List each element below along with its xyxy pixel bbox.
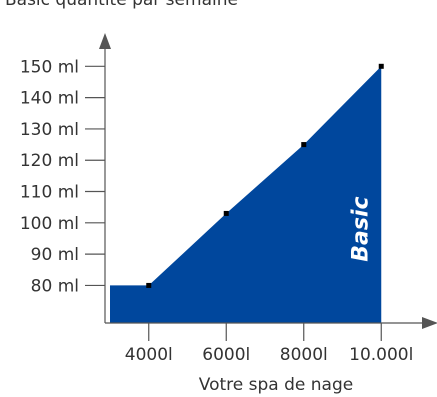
x-axis-label: Votre spa de nage — [199, 375, 353, 395]
data-point — [146, 282, 152, 288]
y-tick-label: 110 ml — [20, 183, 79, 203]
marker-layer — [146, 63, 384, 288]
y-tick-label: 80 ml — [31, 276, 79, 296]
text-layer: Basic 80 ml 90 ml 100 ml 110 ml 120 ml 130 ml 1… — [5, 0, 413, 395]
chart-title: Basic quantité par semaine — [5, 0, 238, 10]
ticks-layer — [85, 65, 382, 341]
x-tick-label: 8000l — [280, 345, 328, 365]
data-point — [301, 142, 307, 148]
x-axis-arrow — [422, 317, 437, 329]
y-tick-label: 130 ml — [20, 120, 79, 140]
x-tick-label: 4000l — [125, 345, 173, 365]
y-axis-arrow — [99, 33, 111, 49]
data-point — [223, 210, 229, 216]
x-tick-label: 10.000l — [349, 345, 413, 365]
series-area-basic — [110, 66, 382, 323]
axes-layer — [99, 33, 437, 329]
y-tick-label: 120 ml — [20, 151, 79, 171]
area-layer — [110, 66, 382, 323]
series-label-basic: Basic — [348, 196, 373, 261]
y-tick-label: 90 ml — [31, 245, 79, 265]
y-tick-label: 140 ml — [20, 89, 79, 109]
y-tick-label: 100 ml — [20, 214, 79, 234]
data-point — [378, 63, 384, 69]
x-tick-label: 6000l — [202, 345, 250, 365]
y-tick-label: 150 ml — [20, 57, 79, 77]
